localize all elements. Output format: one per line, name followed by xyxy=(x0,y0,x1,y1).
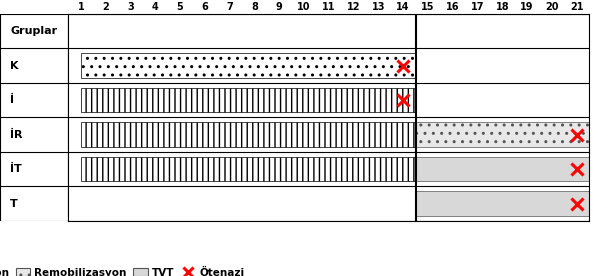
X-axis label: Günler: Günler xyxy=(305,0,352,1)
Text: İT: İT xyxy=(10,164,22,174)
Text: K: K xyxy=(10,60,19,71)
Legend: Kontrol, İmmobilizasyon, Remobilizasyon, TVT, Ötenazi: Kontrol, İmmobilizasyon, Remobilizasyon,… xyxy=(0,266,245,276)
Bar xyxy=(81,157,415,182)
Bar xyxy=(415,122,589,147)
Text: İR: İR xyxy=(10,129,23,140)
Bar xyxy=(81,88,415,113)
Text: T: T xyxy=(10,198,18,209)
Text: Gruplar: Gruplar xyxy=(10,26,57,36)
Bar xyxy=(81,122,415,147)
Bar xyxy=(415,157,589,182)
Bar xyxy=(415,191,589,216)
Bar xyxy=(81,53,415,78)
Text: İ: İ xyxy=(10,95,14,105)
